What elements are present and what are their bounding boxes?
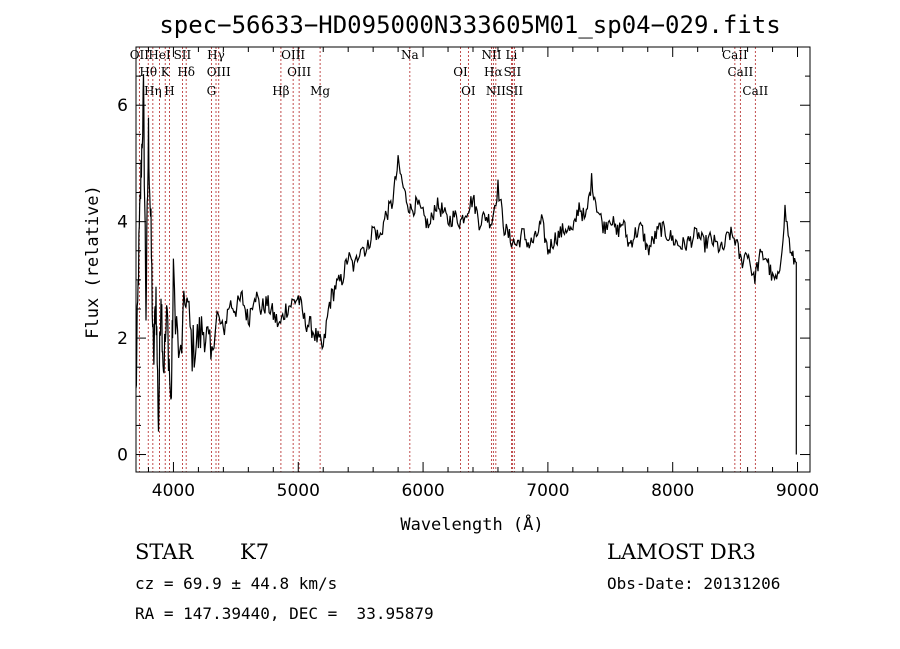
y-axis-label: Flux (relative) <box>83 185 103 339</box>
line-label: G <box>207 84 217 98</box>
line-label: Mg <box>310 84 330 98</box>
line-label: SII <box>505 84 523 98</box>
x-tick-label: 8000 <box>651 481 694 501</box>
line-label: OIII <box>287 65 311 79</box>
line-label: Hα <box>484 65 503 79</box>
coordinates: RA = 147.39440, DEC = 33.95879 <box>135 604 434 623</box>
line-label: OIII <box>281 48 305 62</box>
line-label: CaII <box>742 84 768 98</box>
line-label: Hβ <box>272 84 289 98</box>
survey-name: LAMOST DR3 <box>607 540 756 564</box>
y-tick-label: 2 <box>117 329 128 349</box>
chart-title: spec−56633−HD095000N333605M01_sp04−029.f… <box>159 11 780 39</box>
redshift-velocity: cz = 69.9 ± 44.8 km/s <box>135 574 338 593</box>
line-label: Li <box>506 48 518 62</box>
x-tick-label: 7000 <box>526 481 569 501</box>
y-tick-label: 0 <box>117 446 128 466</box>
line-label: CaII <box>722 48 748 62</box>
x-tick-label: 5000 <box>277 481 320 501</box>
observation-date: Obs-Date: 20131206 <box>607 574 781 593</box>
plot-frame <box>135 46 811 473</box>
line-label: OIII <box>207 65 231 79</box>
y-tick-label: 6 <box>117 96 128 116</box>
line-label: HeI <box>148 48 171 62</box>
line-label: Na <box>401 48 419 62</box>
object-subclass: K7 <box>240 540 270 564</box>
emission-line-markers: OII Hθ Hη HeI KH SII Hδ G Hγ OIII Hβ OIII OIII Mg Na OI… <box>130 47 768 472</box>
object-class: STAR <box>135 540 194 564</box>
line-label: Hθ <box>139 65 157 79</box>
line-label: Hη <box>144 84 162 98</box>
line-label: K <box>161 65 171 79</box>
x-tick-label: 6000 <box>401 481 444 501</box>
line-label: H <box>164 84 174 98</box>
line-label: NII <box>486 84 506 98</box>
line-label: CaII <box>727 65 753 79</box>
line-label: SII <box>174 48 192 62</box>
x-tick-label: 9000 <box>776 481 819 501</box>
line-label: OI <box>461 84 476 98</box>
x-tick-label: 4000 <box>152 481 195 501</box>
line-label: SII <box>504 65 522 79</box>
spectrum-line <box>135 74 797 455</box>
line-label: OII <box>130 48 150 62</box>
line-label: Hγ <box>207 48 225 62</box>
x-axis-label: Wavelength (Å) <box>400 513 543 535</box>
line-label: NII <box>481 48 501 62</box>
line-label: OI <box>453 65 468 79</box>
line-label: Hδ <box>177 65 195 79</box>
y-tick-label: 4 <box>117 213 128 233</box>
